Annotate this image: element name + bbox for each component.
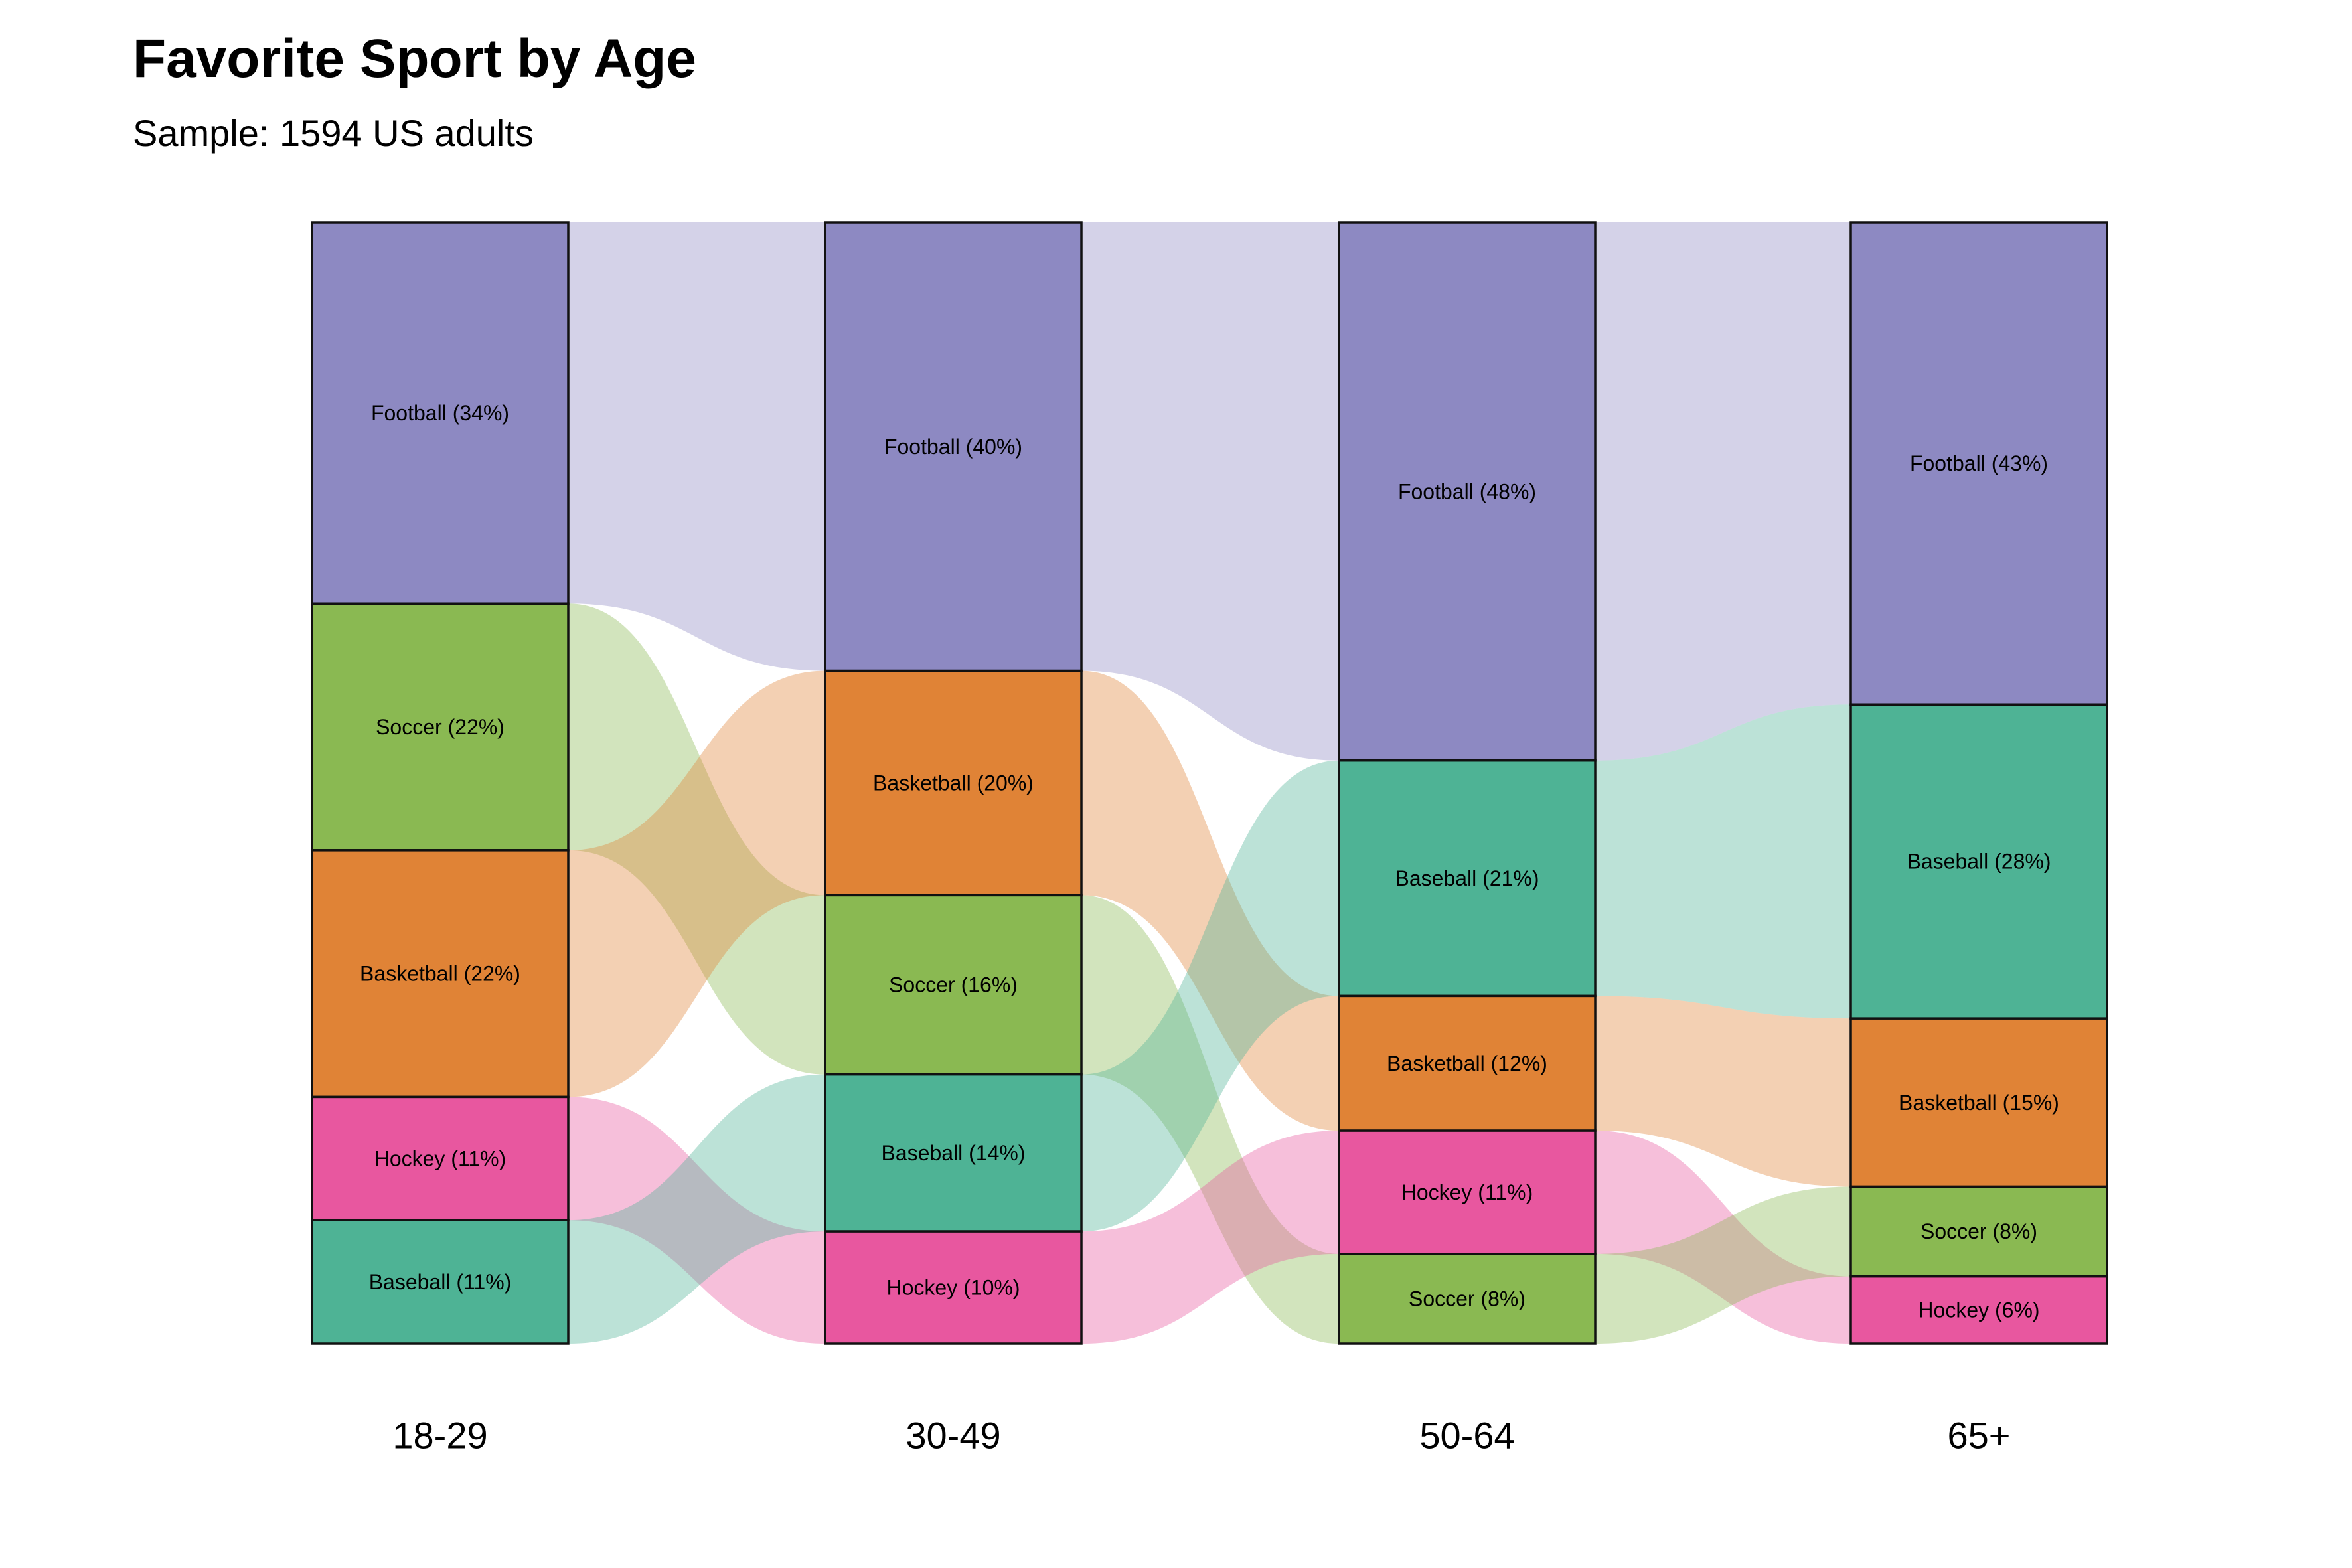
flow-football-0 xyxy=(568,222,825,671)
bar-segment-basketball xyxy=(1338,994,1597,1132)
bar-segment-hockey xyxy=(824,1230,1083,1345)
flow-basketball-0 xyxy=(568,670,825,1097)
segment-label: Baseball (28%) xyxy=(1907,850,2051,874)
flow-hockey-2 xyxy=(1595,1131,1851,1344)
segment-label: Hockey (6%) xyxy=(1918,1298,2039,1322)
flow-soccer-0 xyxy=(568,603,825,1075)
x-tick-label: 18-29 xyxy=(392,1415,487,1456)
flow-baseball-0 xyxy=(568,1074,825,1344)
flow-football-2 xyxy=(1595,222,1851,761)
bar-segment-hockey xyxy=(311,1095,570,1221)
segment-label: Hockey (11%) xyxy=(1401,1180,1533,1204)
segment-label: Soccer (8%) xyxy=(1409,1287,1526,1310)
flow-baseball-1 xyxy=(1081,760,1339,1232)
segment-label: Baseball (14%) xyxy=(882,1141,1026,1165)
segment-label: Hockey (11%) xyxy=(374,1146,507,1170)
bar-segment-football xyxy=(1849,221,2108,706)
segment-label: Hockey (10%) xyxy=(887,1276,1020,1300)
flow-football-1 xyxy=(1081,222,1339,761)
bar-segment-football xyxy=(311,221,570,605)
segment-label: Football (34%) xyxy=(371,401,509,425)
segment-label: Soccer (8%) xyxy=(1921,1219,2037,1243)
bar-segment-soccer xyxy=(1849,1185,2108,1278)
segment-label: Soccer (22%) xyxy=(376,715,505,739)
segment-label: Baseball (11%) xyxy=(369,1270,512,1294)
flow-hockey-1 xyxy=(1081,1131,1339,1344)
bar-segment-baseball xyxy=(1849,703,2108,1020)
segment-label: Football (43%) xyxy=(1910,451,2048,475)
segment-label: Basketball (15%) xyxy=(1899,1091,2059,1115)
bar-segment-baseball xyxy=(311,1219,570,1345)
flow-baseball-2 xyxy=(1595,704,1851,1019)
x-tick-label: 65+ xyxy=(1948,1415,2011,1456)
segment-label: Baseball (21%) xyxy=(1395,866,1539,890)
flow-soccer-2 xyxy=(1595,1186,1851,1344)
bar-segment-baseball xyxy=(824,1073,1083,1233)
segment-label: Football (48%) xyxy=(1398,479,1536,503)
flow-basketball-1 xyxy=(1081,670,1339,1131)
bar-segment-baseball xyxy=(1338,759,1597,998)
bar-segment-basketball xyxy=(311,849,570,1099)
chart-title: Favorite Sport by Age xyxy=(133,29,696,89)
bar-segment-soccer xyxy=(311,602,570,852)
flow-soccer-1 xyxy=(1081,895,1339,1344)
segment-label: Soccer (16%) xyxy=(889,973,1018,997)
flow-hockey-0 xyxy=(568,1097,825,1344)
segment-label: Basketball (12%) xyxy=(1387,1052,1547,1075)
flow-basketball-2 xyxy=(1595,996,1851,1187)
segment-label: Football (40%) xyxy=(884,435,1022,459)
bar-segment-football xyxy=(1338,221,1597,762)
chart-subtitle: Sample: 1594 US adults xyxy=(133,112,534,154)
bar-segment-soccer xyxy=(1338,1253,1597,1345)
bar-segment-hockey xyxy=(1849,1275,2108,1345)
x-tick-label: 30-49 xyxy=(905,1415,1000,1456)
bar-segment-soccer xyxy=(824,894,1083,1076)
bar-segment-hockey xyxy=(1338,1129,1597,1255)
segment-label: Basketball (20%) xyxy=(873,771,1034,795)
bar-segment-basketball xyxy=(1849,1017,2108,1188)
bar-segment-basketball xyxy=(824,669,1083,897)
x-tick-label: 50-64 xyxy=(1419,1415,1514,1456)
segment-label: Basketball (22%) xyxy=(360,962,520,986)
